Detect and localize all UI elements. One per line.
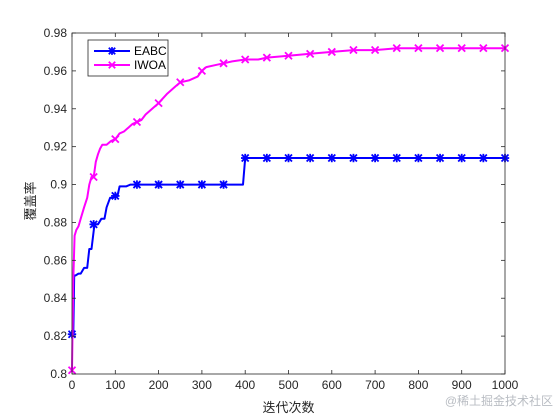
data-point [479,44,488,53]
y-tick-label: 0.94 [44,102,68,116]
y-tick-label: 0.86 [44,253,68,267]
legend-label: EABC [134,44,167,58]
tick-labels: 0 100 200 300 400 500 600 700 800 900 1000 0.8 0.82 0… [44,26,519,392]
data-point [392,153,401,163]
data-point [370,153,380,163]
data-point [435,44,445,53]
y-tick-label: 0.92 [44,140,68,154]
data-point [241,153,250,163]
legend-box [87,39,169,77]
x-tick-label: 800 [408,378,428,392]
data-point [306,49,315,58]
data-point [154,98,163,108]
data-point [392,44,401,53]
data-point [262,153,272,163]
x-tick-label: 500 [278,378,298,392]
data-point [219,180,228,189]
y-tick-label: 0.8 [50,367,67,381]
series-eabc [67,153,510,339]
data-point [108,61,116,69]
data-point [197,180,207,189]
y-tick-label: 0.88 [44,215,68,229]
x-tick-label: 1000 [492,378,519,392]
data-point [197,66,207,76]
x-tick-label: 600 [322,378,342,392]
x-axis-label: 迭代次数 [262,400,314,415]
data-point [154,180,163,189]
data-point [457,44,466,53]
x-tick-label: 900 [452,378,472,392]
data-point [435,153,445,163]
data-point [241,55,250,64]
series-line-iwoa [71,47,505,371]
data-point [457,153,466,163]
y-tick-label: 0.9 [50,178,67,192]
series-layer [67,44,510,375]
data-point [219,59,228,68]
data-point [108,47,116,55]
x-tick-label: 700 [365,378,385,392]
data-point [327,47,336,57]
data-point [349,45,358,55]
data-point [89,220,98,229]
data-point [132,180,142,189]
data-point [111,191,120,201]
data-point [132,117,142,127]
data-point [414,44,423,53]
data-point [327,153,336,163]
data-point [414,153,423,163]
data-point [284,153,293,163]
data-point [176,78,185,87]
x-tick-label: 200 [149,378,169,392]
legend-label: IWOA [134,58,166,72]
axes [71,32,506,375]
data-point [89,172,98,182]
legend-item-iwoa: IWOA [94,58,166,72]
y-tick-label: 0.82 [44,329,68,343]
x-tick-label: 300 [192,378,212,392]
data-point [284,51,293,60]
legend-item-eabc: EABC [94,44,167,58]
x-tick-label: 0 [69,378,76,392]
data-point [370,45,380,55]
plot-background [72,33,505,374]
series-iwoa [67,44,510,375]
x-tick-label: 100 [105,378,125,392]
data-point [305,153,315,163]
data-point [349,153,358,163]
data-point [262,53,271,62]
y-tick-label: 0.96 [44,64,68,78]
x-tick-label: 400 [235,378,255,392]
y-tick-label: 0.98 [44,26,68,40]
watermark-text: @稀土掘金技术社区 [445,393,553,408]
y-axis-label: 覆盖率 [23,181,38,220]
data-point [176,180,185,189]
plot-area [72,33,505,374]
y-tick-label: 0.84 [44,291,68,305]
data-point [479,153,488,163]
data-point [111,134,120,144]
